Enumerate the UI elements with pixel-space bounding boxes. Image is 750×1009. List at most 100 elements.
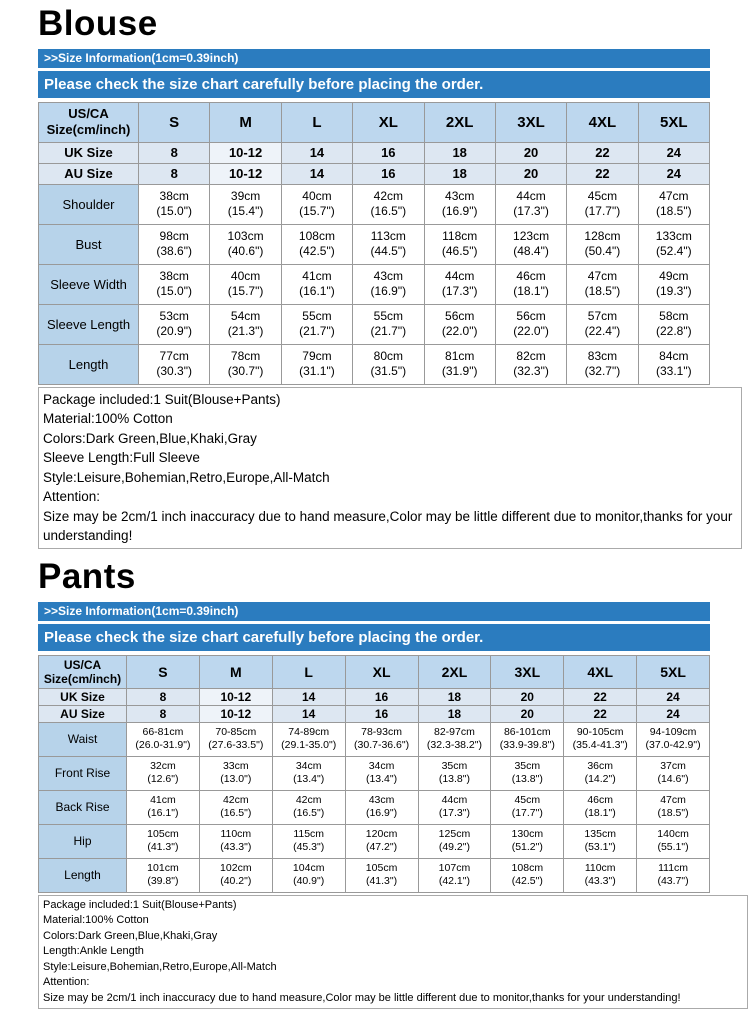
size-value-cell: 34cm (13.4") (345, 756, 418, 790)
size-column-header: M (199, 655, 272, 688)
blouse-title: Blouse (38, 6, 750, 43)
size-value-cell: 44cm (17.3") (495, 184, 566, 224)
size-column-header: 2XL (424, 102, 495, 142)
note-line: Material:100% Cotton (43, 409, 737, 429)
note-line: Material:100% Cotton (43, 913, 743, 929)
size-value-cell: 80cm (31.5") (353, 344, 424, 384)
size-value-cell: 42cm (16.5") (199, 790, 272, 824)
row-label: Sleeve Width (39, 264, 139, 304)
size-value-cell: 43cm (16.9") (353, 264, 424, 304)
size-column-header: L (272, 655, 345, 688)
size-value-cell: 41cm (16.1") (281, 264, 352, 304)
size-value-cell: 57cm (22.4") (567, 304, 638, 344)
size-value-cell: 108cm (42.5") (491, 858, 564, 892)
size-value-cell: 47cm (18.5") (567, 264, 638, 304)
note-line: Attention: (43, 487, 737, 507)
size-value-cell: 20 (495, 163, 566, 184)
size-column-header: S (139, 102, 210, 142)
note-line: Attention: (43, 975, 743, 991)
size-value-cell: 128cm (50.4") (567, 224, 638, 264)
size-column-header: 2XL (418, 655, 491, 688)
size-value-cell: 94-109cm (37.0-42.9") (637, 722, 710, 756)
size-value-cell: 16 (345, 688, 418, 705)
row-label: UK Size (39, 142, 139, 163)
size-value-cell: 10-12 (199, 705, 272, 722)
size-value-cell: 77cm (30.3") (139, 344, 210, 384)
size-value-cell: 79cm (31.1") (281, 344, 352, 384)
row-label: Sleeve Length (39, 304, 139, 344)
size-value-cell: 46cm (18.1") (495, 264, 566, 304)
pants-notes: Package included:1 Suit(Blouse+Pants)Mat… (38, 895, 748, 1009)
blouse-check-order-bar: Please check the size chart carefully be… (38, 71, 710, 98)
size-table-corner-cell: US/CA Size(cm/inch) (39, 102, 139, 142)
size-column-header: S (127, 655, 200, 688)
size-value-cell: 82cm (32.3") (495, 344, 566, 384)
size-value-cell: 18 (424, 163, 495, 184)
size-table-corner-cell: US/CA Size(cm/inch) (39, 655, 127, 688)
note-line: Package included:1 Suit(Blouse+Pants) (43, 898, 743, 914)
size-column-header: 5XL (638, 102, 709, 142)
size-value-cell: 18 (418, 688, 491, 705)
row-label: AU Size (39, 705, 127, 722)
size-value-cell: 54cm (21.3") (210, 304, 281, 344)
note-line: Sleeve Length:Full Sleeve (43, 448, 737, 468)
row-label: Length (39, 344, 139, 384)
size-value-cell: 32cm (12.6") (127, 756, 200, 790)
note-line: Style:Leisure,Bohemian,Retro,Europe,All-… (43, 468, 737, 488)
row-label: AU Size (39, 163, 139, 184)
size-value-cell: 107cm (42.1") (418, 858, 491, 892)
size-value-cell: 42cm (16.5") (353, 184, 424, 224)
size-value-cell: 22 (564, 705, 637, 722)
pants-title: Pants (38, 559, 750, 596)
size-value-cell: 38cm (15.0") (139, 264, 210, 304)
size-value-cell: 14 (281, 142, 352, 163)
size-value-cell: 140cm (55.1") (637, 824, 710, 858)
size-value-cell: 24 (638, 142, 709, 163)
size-value-cell: 22 (564, 688, 637, 705)
size-value-cell: 82-97cm (32.3-38.2") (418, 722, 491, 756)
size-value-cell: 133cm (52.4") (638, 224, 709, 264)
size-value-cell: 16 (345, 705, 418, 722)
size-value-cell: 113cm (44.5") (353, 224, 424, 264)
size-value-cell: 78cm (30.7") (210, 344, 281, 384)
size-value-cell: 14 (272, 688, 345, 705)
size-value-cell: 18 (418, 705, 491, 722)
size-value-cell: 47cm (18.5") (637, 790, 710, 824)
pants-size-info-bar: >>Size Information(1cm=0.39inch) (38, 602, 710, 621)
size-value-cell: 40cm (15.7") (281, 184, 352, 224)
size-value-cell: 46cm (18.1") (564, 790, 637, 824)
row-label: UK Size (39, 688, 127, 705)
size-value-cell: 66-81cm (26.0-31.9") (127, 722, 200, 756)
size-value-cell: 101cm (39.8") (127, 858, 200, 892)
note-line: Length:Ankle Length (43, 944, 743, 960)
size-value-cell: 105cm (41.3") (345, 858, 418, 892)
size-value-cell: 37cm (14.6") (637, 756, 710, 790)
size-column-header: 5XL (637, 655, 710, 688)
size-value-cell: 18 (424, 142, 495, 163)
size-value-cell: 36cm (14.2") (564, 756, 637, 790)
size-column-header: 3XL (491, 655, 564, 688)
size-value-cell: 123cm (48.4") (495, 224, 566, 264)
note-line: Size may be 2cm/1 inch inaccuracy due to… (43, 991, 743, 1007)
size-value-cell: 8 (139, 142, 210, 163)
size-value-cell: 24 (637, 688, 710, 705)
size-value-cell: 86-101cm (33.9-39.8") (491, 722, 564, 756)
size-value-cell: 24 (637, 705, 710, 722)
note-line: Colors:Dark Green,Blue,Khaki,Gray (43, 429, 737, 449)
row-label: Back Rise (39, 790, 127, 824)
size-column-header: L (281, 102, 352, 142)
size-value-cell: 49cm (19.3") (638, 264, 709, 304)
size-value-cell: 55cm (21.7") (353, 304, 424, 344)
